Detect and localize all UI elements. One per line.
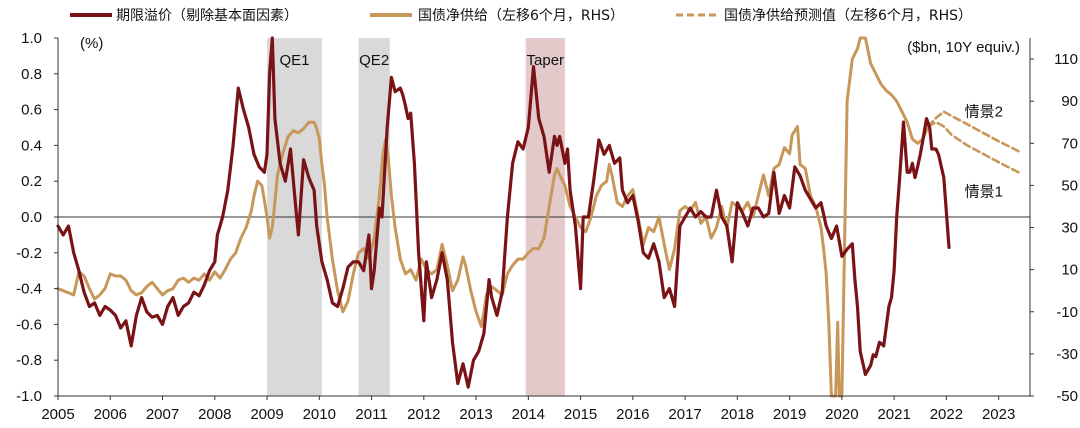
y-right-tick-label: 70: [1061, 135, 1078, 152]
x-tick-label: 2018: [721, 406, 754, 423]
x-tick-label: 2013: [459, 406, 492, 423]
x-tick-label: 2008: [198, 406, 231, 423]
y-left-tick-label: 1.0: [21, 30, 42, 47]
series-line-3: [926, 120, 1021, 175]
x-tick-label: 2022: [930, 406, 963, 423]
series-lines: [56, 36, 1021, 398]
right-axis-unit: ($bn, 10Y equiv.): [907, 39, 1020, 56]
series-line-2: [926, 110, 1021, 153]
y-left-tick-label: -1.0: [16, 388, 42, 405]
y-right-tick-label: 50: [1061, 177, 1078, 194]
x-tick-label: 2014: [512, 406, 545, 423]
y-right-tick-label: 110: [1054, 51, 1078, 68]
y-left-tick-label: 0.0: [21, 209, 42, 226]
y-left-tick-label: 0.2: [21, 173, 42, 190]
y-right-tick-label: 90: [1061, 93, 1078, 110]
y-right-tick-label: 30: [1061, 220, 1078, 237]
legend-label-net-supply: 国债净供给（左移6个月，RHS）: [418, 8, 624, 24]
x-tick-label: 2015: [564, 406, 597, 423]
y-right-tick-label: -10: [1056, 304, 1078, 321]
x-tick-label: 2016: [616, 406, 649, 423]
y-right-tick-label: -30: [1056, 346, 1078, 363]
x-tick-label: 2009: [250, 406, 283, 423]
annotations: 情景2 情景1: [965, 104, 1003, 201]
x-tick-label: 2006: [94, 406, 127, 423]
series-line-0: [56, 36, 951, 389]
y-right-tick-label: -50: [1056, 388, 1078, 405]
x-tick-label: 2007: [146, 406, 179, 423]
x-tick-label: 2010: [303, 406, 336, 423]
shade-label-qe1: QE1: [279, 52, 309, 69]
y-left-tick-label: 0.6: [21, 102, 42, 119]
y-right-ticks: 110 90 70 50 30 10 -10 -30 -50: [1030, 51, 1078, 405]
x-tick-label: 2020: [825, 406, 858, 423]
left-axis-unit: (%): [80, 35, 103, 52]
y-left-tick-label: -0.8: [16, 352, 42, 369]
y-left-tick-label: -0.2: [16, 245, 42, 262]
x-tick-label: 2012: [407, 406, 440, 423]
y-left-tick-label: 0.4: [21, 137, 42, 154]
y-left-tick-label: -0.4: [16, 281, 42, 298]
shade-label-qe2: QE2: [359, 52, 389, 69]
labels: (%) ($bn, 10Y equiv.): [80, 35, 1020, 56]
x-ticks: 2005 2006 2007 2008 2009 2010 2011 2012 2013 2014…: [41, 396, 1015, 423]
x-tick-label: 2021: [877, 406, 910, 423]
y-left-tick-label: -0.6: [16, 316, 42, 333]
legend-label-term-premium: 期限溢价（剔除基本面因素）: [116, 7, 298, 24]
x-tick-label: 2005: [41, 406, 74, 423]
scenario-label-2: 情景1: [965, 184, 1003, 201]
legend: 期限溢价（剔除基本面因素） 国债净供给（左移6个月，RHS） 国债净供给预测值（…: [70, 7, 972, 24]
scenario-label-1: 情景2: [965, 104, 1003, 121]
x-tick-label: 2011: [355, 406, 387, 423]
x-tick-label: 2019: [773, 406, 806, 423]
x-tick-label: 2017: [668, 406, 701, 423]
y-left-ticks: 1.0 0.8 0.6 0.4 0.2 0.0 -0.2 -0.4 -0.6 -0.8 -1.0: [16, 30, 58, 405]
x-tick-label: 2023: [982, 406, 1015, 423]
y-left-tick-label: 0.8: [21, 66, 42, 83]
shade-label-taper: Taper: [527, 52, 565, 69]
y-right-tick-label: 10: [1061, 262, 1078, 279]
legend-label-net-supply-forecast: 国债净供给预测值（左移6个月，RHS）: [724, 8, 972, 24]
